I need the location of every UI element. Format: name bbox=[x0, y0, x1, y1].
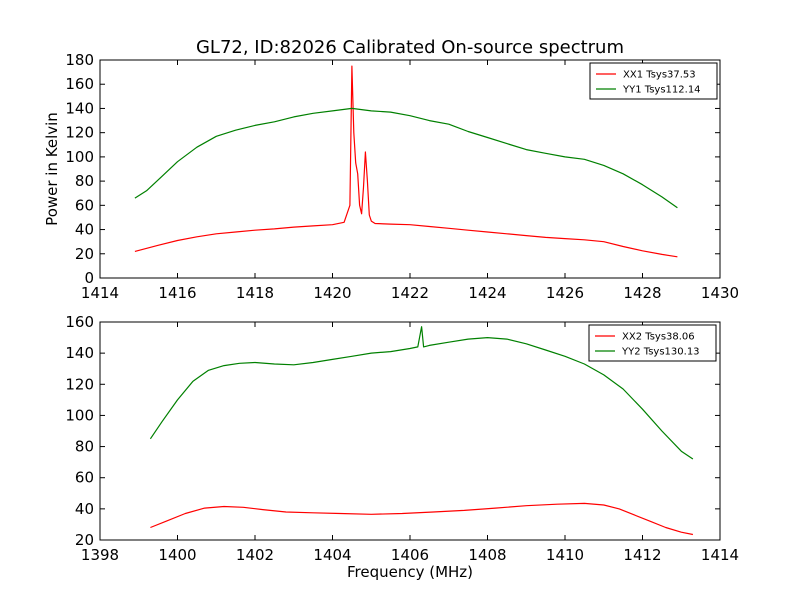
y-tick-label: 20 bbox=[75, 245, 94, 263]
y-tick-label: 120 bbox=[65, 375, 94, 393]
y-tick-label: 120 bbox=[65, 124, 94, 142]
y-tick-label: 140 bbox=[65, 99, 94, 117]
y-tick-label: 40 bbox=[75, 221, 94, 239]
y-tick-label: 60 bbox=[75, 196, 94, 214]
legend-label: YY2 Tsys130.13 bbox=[621, 347, 700, 358]
x-tick-label: 1416 bbox=[158, 284, 196, 302]
y-tick-label: 140 bbox=[65, 344, 94, 362]
y-tick-label: 100 bbox=[65, 148, 94, 166]
x-tick-label: 1412 bbox=[623, 546, 661, 564]
y-tick-label: 80 bbox=[75, 172, 94, 190]
x-tick-label: 1398 bbox=[81, 546, 119, 564]
y-axis-title: Power in Kelvin bbox=[43, 112, 61, 226]
x-tick-label: 1406 bbox=[391, 546, 429, 564]
x-tick-label: 1402 bbox=[236, 546, 274, 564]
series-line-2 bbox=[149, 326, 694, 460]
y-tick-label: 80 bbox=[75, 438, 94, 456]
y-tick-label: 160 bbox=[65, 75, 94, 93]
legend-box bbox=[588, 324, 717, 362]
top-panel: 1414 1416 1418 1420 1422 1424 1426 1428 1430 0 20 4… bbox=[43, 51, 739, 302]
series-line-1 bbox=[134, 65, 678, 258]
legend-box bbox=[589, 62, 718, 100]
x-tick-label: 1408 bbox=[468, 546, 506, 564]
y-tick-label: 20 bbox=[75, 531, 94, 549]
legend-label: XX1 Tsys37.53 bbox=[623, 70, 696, 81]
y-tick-label: 40 bbox=[75, 500, 94, 518]
series-line-2 bbox=[134, 107, 678, 209]
chart-title: GL72, ID:82026 Calibrated On-source spec… bbox=[196, 37, 624, 58]
x-tick-label: 1430 bbox=[701, 284, 739, 302]
x-tick-label: 1404 bbox=[313, 546, 351, 564]
x-tick-label: 1426 bbox=[546, 284, 584, 302]
y-tick-label: 180 bbox=[65, 51, 94, 69]
x-tick-label: 1428 bbox=[623, 284, 661, 302]
x-tick-label: 1420 bbox=[313, 284, 351, 302]
y-tick-label: 160 bbox=[65, 313, 94, 331]
x-tick-label: 1422 bbox=[391, 284, 429, 302]
legend-label: XX2 Tsys38.06 bbox=[622, 332, 695, 343]
series-line-1 bbox=[150, 502, 694, 536]
y-tick-label: 60 bbox=[75, 469, 94, 487]
y-tick-label: 0 bbox=[84, 269, 94, 287]
x-axis-title: Frequency (MHz) bbox=[347, 563, 473, 581]
x-tick-label: 1400 bbox=[158, 546, 196, 564]
x-tick-label: 1418 bbox=[236, 284, 274, 302]
x-tick-label: 1414 bbox=[81, 284, 119, 302]
x-tick-label: 1410 bbox=[546, 546, 584, 564]
x-tick-label: 1424 bbox=[468, 284, 506, 302]
bottom-panel: 1398 1400 1402 1404 1406 1408 1410 1412 1414 20 40… bbox=[65, 313, 739, 581]
y-tick-label: 100 bbox=[65, 406, 94, 424]
legend-label: YY1 Tsys112.14 bbox=[622, 85, 701, 96]
x-tick-label: 1414 bbox=[701, 546, 739, 564]
